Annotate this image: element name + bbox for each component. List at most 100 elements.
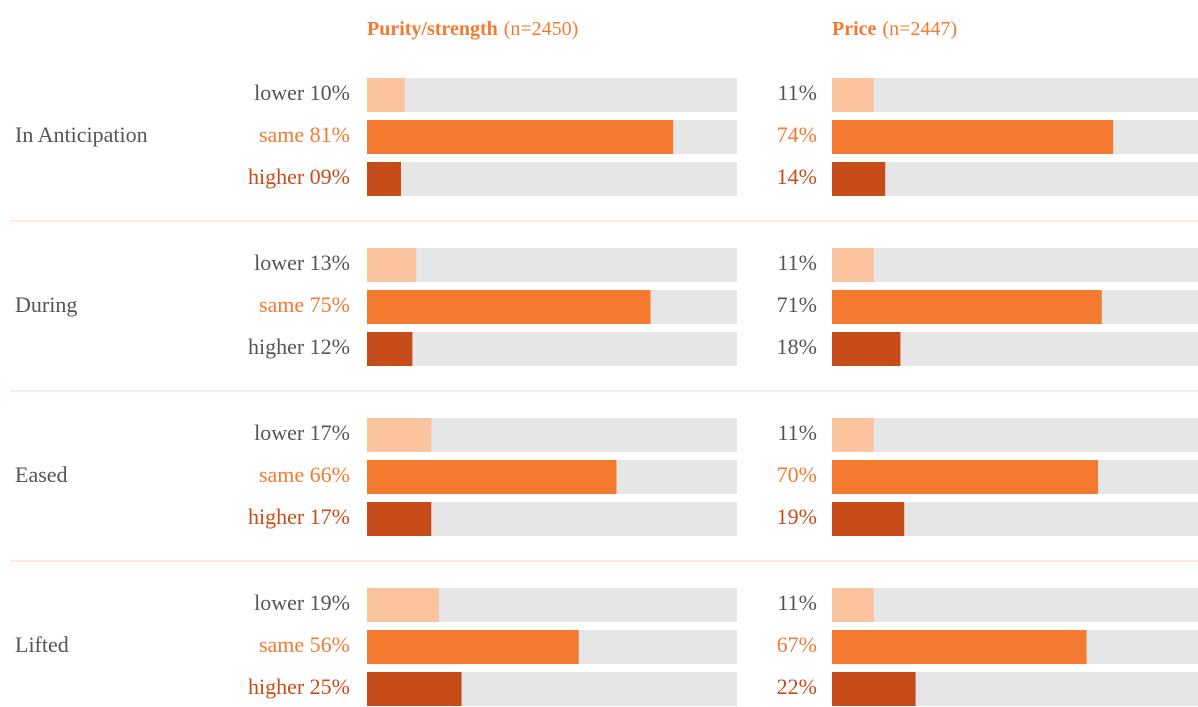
value-label: 14% <box>777 164 817 189</box>
value-label: 11% <box>777 420 817 445</box>
series-name: higher <box>248 504 305 529</box>
bar <box>832 290 1102 324</box>
value-label: 75% <box>310 292 350 317</box>
bar <box>367 290 651 324</box>
value-label: 56% <box>310 632 350 657</box>
series-name: higher <box>248 334 305 359</box>
bar-label: same 75% <box>259 292 350 317</box>
bar <box>832 248 874 282</box>
bar-track <box>367 332 737 366</box>
value-label: 70% <box>777 462 817 487</box>
bar-label: 11% <box>777 590 817 615</box>
bar-label: same 66% <box>259 462 350 487</box>
series-name: lower <box>254 590 305 615</box>
bar <box>367 120 674 154</box>
bar <box>832 332 901 366</box>
series-name: higher <box>248 674 305 699</box>
value-label: 11% <box>777 590 817 615</box>
bar <box>367 248 417 282</box>
value-label: 13% <box>310 250 350 275</box>
bar-label: 67% <box>777 632 817 657</box>
value-label: 17% <box>310 504 350 529</box>
bar-label: higher 09% <box>248 164 350 189</box>
bar-track <box>832 588 1198 622</box>
value-label: 22% <box>777 674 817 699</box>
value-label: 09% <box>310 164 350 189</box>
bar <box>832 162 886 196</box>
bar-label: 19% <box>777 504 817 529</box>
bar-label: 11% <box>777 420 817 445</box>
panel-title-note: (n=2447) <box>882 18 957 40</box>
bar-label: same 81% <box>259 122 350 147</box>
bar-track <box>367 248 737 282</box>
series-name: lower <box>254 80 305 105</box>
bar <box>832 588 874 622</box>
bar <box>367 332 413 366</box>
series-name: same <box>259 462 304 487</box>
series-name: same <box>259 122 304 147</box>
series-name: same <box>259 292 304 317</box>
bar <box>832 672 916 706</box>
series-name: lower <box>254 250 305 275</box>
value-label: 11% <box>777 250 817 275</box>
panel-title: Price (n=2447) <box>832 18 957 40</box>
bar-track <box>832 248 1198 282</box>
bar <box>832 120 1114 154</box>
panel-title: Purity/strength (n=2450) <box>367 18 578 40</box>
value-label: 12% <box>310 334 350 359</box>
panel-title-main: Purity/strength <box>367 18 498 40</box>
bar-label: 70% <box>777 462 817 487</box>
bar-track <box>832 418 1198 452</box>
value-label: 67% <box>777 632 817 657</box>
bar-label: 11% <box>777 80 817 105</box>
bar <box>367 588 439 622</box>
bar <box>832 78 874 112</box>
bar-track <box>832 78 1198 112</box>
bar-track <box>832 162 1198 196</box>
value-label: 18% <box>777 334 817 359</box>
bar-label: same 56% <box>259 632 350 657</box>
period-label: Lifted <box>15 632 69 657</box>
bar <box>832 630 1087 664</box>
bar-label: 14% <box>777 164 817 189</box>
bar-label: 74% <box>777 122 817 147</box>
bar-label: lower 19% <box>254 590 350 615</box>
bar <box>367 460 617 494</box>
period-label: Eased <box>15 462 68 487</box>
value-label: 11% <box>777 80 817 105</box>
value-label: 17% <box>310 420 350 445</box>
value-label: 71% <box>777 292 817 317</box>
panel-title-note: (n=2450) <box>504 18 579 40</box>
bar-label: 18% <box>777 334 817 359</box>
bar-track <box>367 78 737 112</box>
bar <box>367 502 432 536</box>
bar-track <box>367 162 737 196</box>
value-label: 66% <box>310 462 350 487</box>
bar-label: 71% <box>777 292 817 317</box>
bar <box>367 672 462 706</box>
value-label: 19% <box>310 590 350 615</box>
bar-label: lower 17% <box>254 420 350 445</box>
series-name: lower <box>254 420 305 445</box>
value-label: 74% <box>777 122 817 147</box>
period-label: During <box>15 292 77 317</box>
bar <box>367 630 579 664</box>
bar <box>367 78 405 112</box>
bar-label: higher 25% <box>248 674 350 699</box>
value-label: 81% <box>310 122 350 147</box>
bar-label: higher 17% <box>248 504 350 529</box>
bar <box>367 418 432 452</box>
bar <box>832 502 905 536</box>
bar <box>367 162 402 196</box>
value-label: 25% <box>310 674 350 699</box>
bar-label: lower 10% <box>254 80 350 105</box>
bar <box>832 418 874 452</box>
series-name: higher <box>248 164 305 189</box>
bar-label: higher 12% <box>248 334 350 359</box>
bar-label: 22% <box>777 674 817 699</box>
bar <box>832 460 1098 494</box>
bar-label: lower 13% <box>254 250 350 275</box>
series-name: same <box>259 632 304 657</box>
value-label: 19% <box>777 504 817 529</box>
bar-label: 11% <box>777 250 817 275</box>
